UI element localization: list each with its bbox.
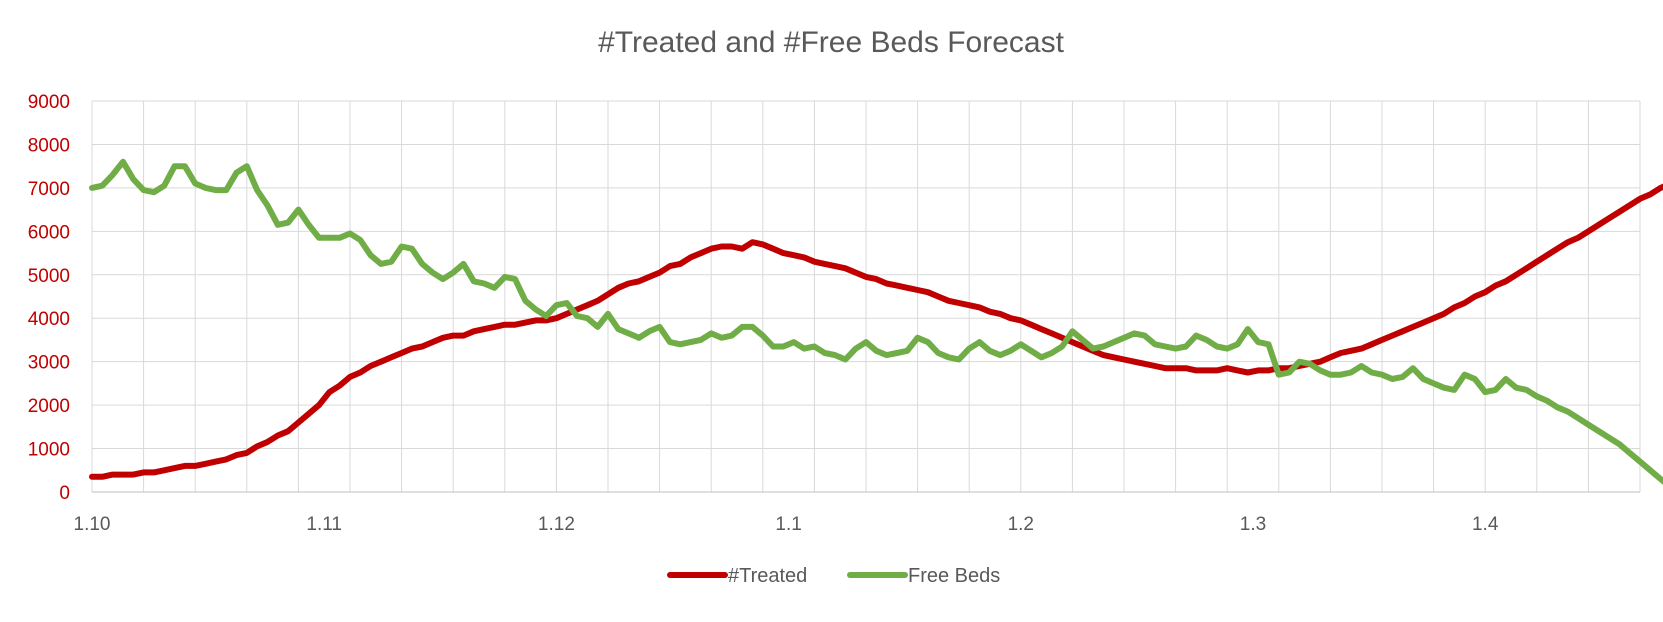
y-tick-label: 6000 (28, 222, 70, 243)
grid-layer (91, 100, 1641, 493)
y-tick-label: 1000 (28, 440, 70, 461)
x-tick-label: 1.2 (1008, 514, 1034, 535)
y-tick-label: 7000 (28, 179, 70, 200)
series-line-free-beds (89, 158, 1663, 485)
y-tick-label: 2000 (28, 396, 70, 417)
x-tick-label: 1.4 (1472, 514, 1499, 535)
axis-layer: 0 1000 2000 3000 4000 5000 6000 7000 8000 9000 1.1… (28, 92, 1640, 535)
series-line-treated (89, 183, 1663, 480)
x-tick-label: 1.1 (775, 514, 801, 535)
y-tick-label: 8000 (28, 135, 70, 156)
y-tick-label: 0 (59, 483, 70, 504)
y-tick-label: 3000 (28, 353, 70, 374)
x-tick-label: 1.10 (74, 514, 111, 535)
legend: #Treated Free Beds (667, 565, 1000, 587)
legend-label: #Treated (728, 565, 807, 587)
y-tick-label: 4000 (28, 309, 70, 330)
x-tick-label: 1.3 (1240, 514, 1266, 535)
legend-label: Free Beds (908, 565, 1000, 587)
series-layer (89, 158, 1663, 485)
y-tick-label: 9000 (28, 92, 70, 113)
x-tick-label: 1.12 (538, 514, 575, 535)
y-tick-label: 5000 (28, 266, 70, 287)
chart-title: #Treated and #Free Beds Forecast (598, 26, 1064, 59)
x-tick-label: 1.11 (306, 514, 342, 535)
